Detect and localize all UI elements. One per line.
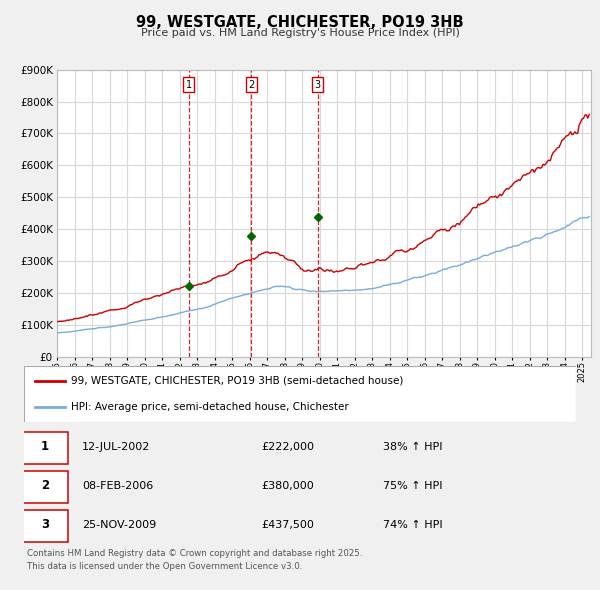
Text: 1: 1 bbox=[41, 440, 49, 453]
Text: 74% ↑ HPI: 74% ↑ HPI bbox=[383, 520, 442, 530]
Text: £222,000: £222,000 bbox=[262, 441, 314, 451]
FancyBboxPatch shape bbox=[21, 432, 68, 464]
Text: 12-JUL-2002: 12-JUL-2002 bbox=[82, 441, 151, 451]
Text: 3: 3 bbox=[315, 80, 321, 90]
Text: This data is licensed under the Open Government Licence v3.0.: This data is licensed under the Open Gov… bbox=[27, 562, 302, 571]
Text: 38% ↑ HPI: 38% ↑ HPI bbox=[383, 441, 442, 451]
Text: £380,000: £380,000 bbox=[262, 481, 314, 490]
Text: 99, WESTGATE, CHICHESTER, PO19 3HB (semi-detached house): 99, WESTGATE, CHICHESTER, PO19 3HB (semi… bbox=[71, 376, 403, 386]
Text: 75% ↑ HPI: 75% ↑ HPI bbox=[383, 481, 442, 490]
Text: 08-FEB-2006: 08-FEB-2006 bbox=[82, 481, 153, 490]
Text: 2: 2 bbox=[41, 479, 49, 492]
Text: £437,500: £437,500 bbox=[262, 520, 314, 530]
Text: Contains HM Land Registry data © Crown copyright and database right 2025.: Contains HM Land Registry data © Crown c… bbox=[27, 549, 362, 558]
FancyBboxPatch shape bbox=[21, 471, 68, 503]
Text: HPI: Average price, semi-detached house, Chichester: HPI: Average price, semi-detached house,… bbox=[71, 402, 349, 412]
Text: 1: 1 bbox=[186, 80, 192, 90]
Text: 2: 2 bbox=[248, 80, 254, 90]
FancyBboxPatch shape bbox=[21, 510, 68, 542]
Text: 99, WESTGATE, CHICHESTER, PO19 3HB: 99, WESTGATE, CHICHESTER, PO19 3HB bbox=[136, 15, 464, 30]
Text: 3: 3 bbox=[41, 518, 49, 531]
Text: Price paid vs. HM Land Registry's House Price Index (HPI): Price paid vs. HM Land Registry's House … bbox=[140, 28, 460, 38]
Text: 25-NOV-2009: 25-NOV-2009 bbox=[82, 520, 156, 530]
